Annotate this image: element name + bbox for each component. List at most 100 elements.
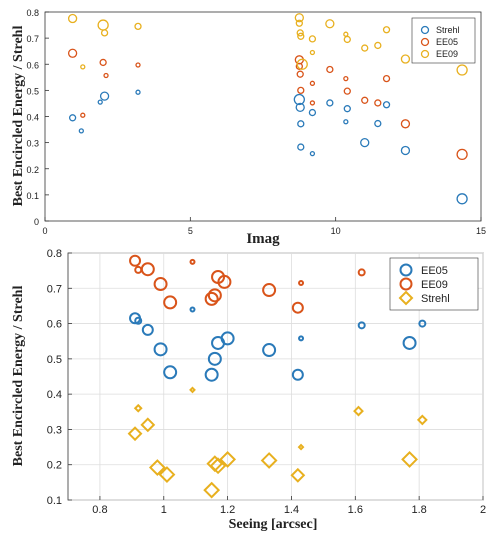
point-ee05 <box>309 100 316 106</box>
point-strehl <box>260 452 278 469</box>
y-tick-label: 0 <box>34 217 39 227</box>
point-ee05 <box>207 351 222 366</box>
point-strehl <box>203 481 221 499</box>
x-tick-label: 1 <box>161 504 167 516</box>
imag-scatter-chart: 0 5 10 15 0 0.1 0.2 0.3 0.4 0.5 0.6 0.7 0.8 Imag Bes… <box>11 8 486 247</box>
point-strehl <box>309 150 316 157</box>
point-ee09 <box>296 58 308 70</box>
point-strehl <box>374 119 382 128</box>
point-ee09 <box>297 32 305 40</box>
point-strehl <box>189 386 196 394</box>
x-tick-label: 0 <box>42 226 47 236</box>
point-strehl <box>382 101 391 109</box>
point-ee05 <box>357 321 366 330</box>
point-ee09 <box>80 64 86 70</box>
point-ee09 <box>140 262 155 277</box>
point-ee09 <box>294 13 304 23</box>
y-tick-label: 0.6 <box>47 319 62 331</box>
legend-label-ee09: EE09 <box>436 49 458 59</box>
point-ee09 <box>129 254 142 267</box>
point-strehl <box>99 91 110 101</box>
y-tick-label: 0.2 <box>47 460 62 472</box>
point-ee05 <box>99 58 107 67</box>
x-tick-label: 5 <box>188 226 193 236</box>
point-ee09 <box>100 29 109 37</box>
y-tick-label: 0.5 <box>47 354 62 366</box>
point-ee09 <box>374 41 382 50</box>
point-strehl <box>360 137 370 148</box>
point-strehl <box>97 99 103 105</box>
y-tick-label: 0.4 <box>47 389 62 401</box>
y-tick-label: 0.7 <box>47 283 62 295</box>
legend-label-ee09: EE09 <box>421 279 448 291</box>
point-strehl <box>209 457 227 475</box>
axes: 0.8 1 1.2 1.4 1.6 1.8 2 0.1 0.2 0.3 0.4 0.5 0.6 0.7 0.… <box>47 248 486 516</box>
y-tick-label: 0.8 <box>47 248 62 260</box>
point-ee05 <box>141 323 154 336</box>
legend-label-strehl: Strehl <box>436 25 460 35</box>
y-axis-label: Best Encircled Energy / Strehl <box>11 286 26 467</box>
point-strehl <box>295 102 305 113</box>
y-tick-label: 0.4 <box>26 113 39 123</box>
y-tick-label: 0.5 <box>26 86 39 96</box>
point-ee05 <box>67 48 78 58</box>
point-ee05 <box>220 331 235 346</box>
point-ee09 <box>134 22 142 31</box>
seeing-scatter-chart: 0.8 1 1.2 1.4 1.6 1.8 2 0.1 0.2 0.3 0.4 0.5 0.6 0.7 0.… <box>11 248 486 532</box>
point-ee05 <box>134 316 143 325</box>
x-tick-label: 1.2 <box>220 504 235 516</box>
point-ee09 <box>382 26 391 34</box>
point-ee05 <box>163 365 178 380</box>
point-ee09 <box>153 277 168 292</box>
point-ee05 <box>309 80 316 86</box>
point-ee09 <box>361 44 369 52</box>
point-strehl <box>416 414 428 426</box>
y-tick-label: 0.1 <box>26 191 39 201</box>
point-ee05 <box>402 335 417 350</box>
x-axis-label: Seeing [arcsec] <box>229 517 318 532</box>
point-strehl <box>68 114 77 122</box>
legend: EE05 EE09 Strehl <box>389 257 479 311</box>
point-ee09 <box>298 279 305 286</box>
y-tick-label: 0.2 <box>26 165 39 175</box>
point-ee05 <box>189 306 196 313</box>
x-tick-label: 1.8 <box>412 504 427 516</box>
plot-marks <box>127 254 428 499</box>
point-strehl <box>297 143 305 151</box>
point-ee09 <box>309 49 316 56</box>
legend-label-ee05: EE05 <box>421 265 448 277</box>
y-tick-label: 0.1 <box>47 495 62 507</box>
point-ee09 <box>456 64 468 76</box>
point-ee09 <box>295 19 303 27</box>
point-ee05 <box>295 62 303 70</box>
point-ee05 <box>103 72 109 79</box>
point-ee05 <box>291 368 304 381</box>
point-ee09 <box>325 19 335 29</box>
point-strehl <box>326 99 334 107</box>
plot-marks <box>67 13 468 205</box>
y-tick-label: 0.3 <box>26 139 39 149</box>
point-ee05 <box>343 87 351 95</box>
point-ee09 <box>343 35 351 44</box>
point-strehl <box>456 193 468 205</box>
legend-box <box>411 17 476 64</box>
x-axis-label: Imag <box>246 231 280 247</box>
legend-marker-ee05 <box>420 37 430 47</box>
legend-label-ee05: EE05 <box>436 37 458 47</box>
point-strehl <box>219 451 237 468</box>
point-ee09 <box>291 301 304 314</box>
plot-area <box>44 11 482 222</box>
legend-label-strehl: Strehl <box>421 293 450 305</box>
x-tick-label: 1.6 <box>348 504 363 516</box>
point-strehl <box>290 467 306 483</box>
point-ee05 <box>326 65 334 74</box>
point-ee09 <box>217 274 232 289</box>
x-tick-label: 2 <box>480 504 486 516</box>
point-strehl <box>308 108 317 117</box>
point-strehl <box>297 120 305 128</box>
legend: Strehl EE05 EE09 <box>411 17 476 64</box>
point-ee09 <box>204 291 219 306</box>
point-ee05 <box>382 74 391 83</box>
legend-marker-ee05 <box>399 263 413 277</box>
y-tick-label: 0.7 <box>26 34 39 44</box>
